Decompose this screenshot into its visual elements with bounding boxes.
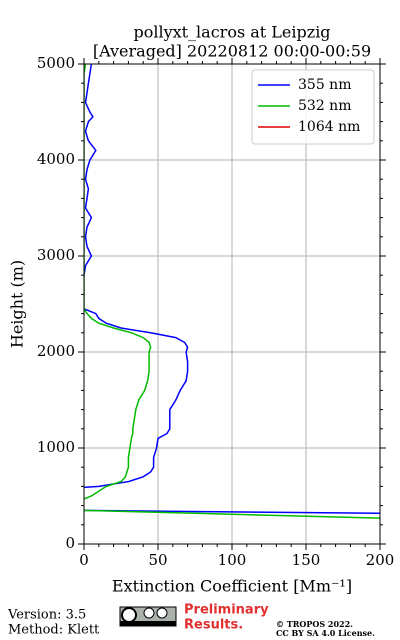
chart-subtitle: [Averaged] 20220812 00:00-00:59 bbox=[93, 42, 371, 61]
chart-title: pollyxt_lacros at Leipzig bbox=[133, 23, 330, 42]
plot-frame bbox=[83, 63, 381, 545]
data-line bbox=[84, 64, 380, 515]
footer-copyright: © TROPOS 2022. bbox=[276, 619, 353, 629]
legend-label: 1064 nm bbox=[298, 119, 360, 135]
footer-license: CC BY SA 4.0 License. bbox=[276, 628, 375, 638]
y-tick-label: 1000 bbox=[37, 438, 75, 456]
x-tick-label: 200 bbox=[366, 551, 395, 569]
footer-version: Version: 3.5 bbox=[7, 608, 86, 623]
y-tick-label: 3000 bbox=[37, 246, 75, 264]
footer-method: Method: Klett bbox=[8, 623, 100, 638]
y-tick-label: 2000 bbox=[37, 342, 75, 360]
x-tick-label: 100 bbox=[218, 551, 247, 569]
cc-logo bbox=[119, 606, 177, 627]
data-line bbox=[84, 64, 380, 519]
x-axis-label: Extinction Coefficient [Mm⁻¹] bbox=[112, 577, 352, 596]
legend-box bbox=[251, 69, 375, 145]
footer-preliminary: Preliminary bbox=[184, 603, 269, 618]
legend-label: 532 nm bbox=[298, 98, 351, 114]
x-tick-label: 0 bbox=[79, 551, 89, 569]
y-axis-label: Height (m) bbox=[8, 260, 27, 348]
footer-results: Results. bbox=[184, 618, 243, 633]
x-tick-label: 50 bbox=[148, 551, 167, 569]
y-tick-label: 4000 bbox=[37, 150, 75, 168]
legend-label: 355 nm bbox=[298, 77, 351, 93]
x-tick-label: 150 bbox=[292, 551, 321, 569]
y-tick-label: 0 bbox=[65, 534, 75, 552]
y-tick-label: 5000 bbox=[37, 54, 75, 72]
